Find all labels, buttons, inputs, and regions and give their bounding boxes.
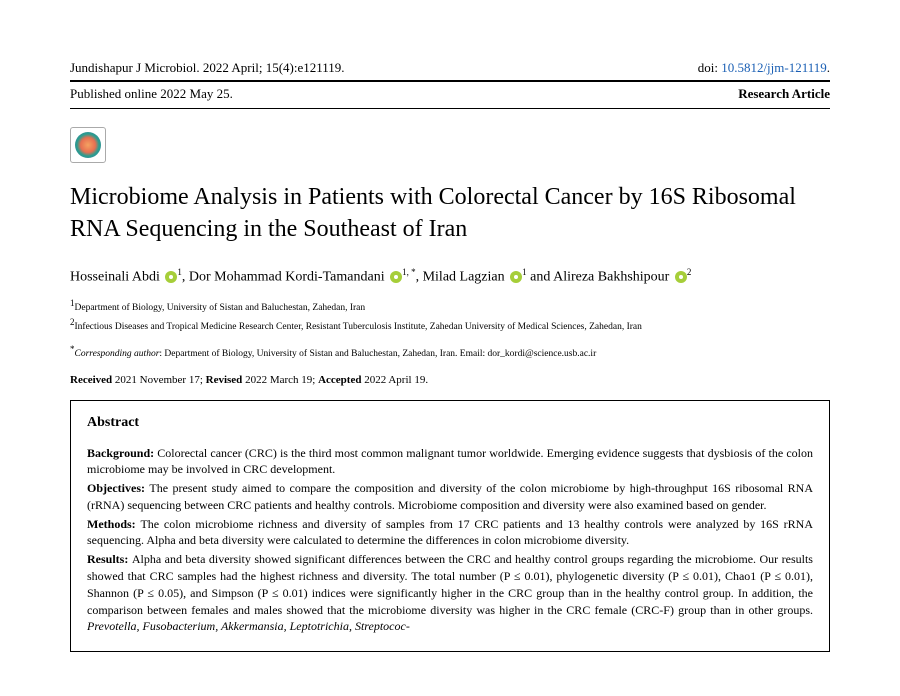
abstract-background: Background: Colorectal cancer (CRC) is t… (87, 445, 813, 479)
article-title: Microbiome Analysis in Patients with Col… (70, 181, 830, 246)
abstract-heading: Abstract (87, 415, 813, 431)
orcid-icon[interactable] (165, 271, 177, 283)
journal-citation: Jundishapur J Microbiol. 2022 April; 15(… (70, 60, 345, 76)
subheader-row: Published online 2022 May 25. Research A… (70, 82, 830, 109)
abstract-results: Results: Alpha and beta diversity showed… (87, 551, 813, 635)
article-type: Research Article (738, 86, 830, 102)
received-label: Received (70, 374, 112, 386)
affil-text-1: Department of Biology, University of Sis… (75, 304, 366, 314)
accepted-date: 2022 April 19. (361, 374, 428, 386)
results-taxa: Prevotella, Fusobacterium, Akkermansia, … (87, 619, 410, 633)
revised-date: 2022 March 19; (242, 374, 318, 386)
author-affil-sup-4: 2 (687, 267, 692, 277)
corresponding-label: Corresponding author (75, 350, 160, 360)
objectives-text: The present study aimed to compare the c… (87, 481, 813, 512)
doi-prefix: doi: (698, 60, 721, 75)
methods-text: The colon microbiome richness and divers… (87, 517, 813, 548)
article-dates: Received 2021 November 17; Revised 2022 … (70, 374, 830, 386)
affiliation-2: 2Infectious Diseases and Tropical Medici… (70, 316, 830, 334)
author-name-1: Hosseinali Abdi (70, 269, 160, 284)
received-date: 2021 November 17; (112, 374, 205, 386)
badge-inner-icon (75, 132, 101, 158)
results-text: Alpha and beta diversity showed signific… (87, 552, 813, 616)
abstract-objectives: Objectives: The present study aimed to c… (87, 480, 813, 514)
affiliation-list: 1Department of Biology, University of Si… (70, 297, 830, 334)
abstract-box: Abstract Background: Colorectal cancer (… (70, 400, 830, 653)
author-and: and (527, 269, 553, 284)
background-text: Colorectal cancer (CRC) is the third mos… (87, 446, 813, 477)
header-row: Jundishapur J Microbiol. 2022 April; 15(… (70, 60, 830, 82)
author-name-2: Dor Mohammad Kordi-Tamandani (189, 269, 385, 284)
badge-container (70, 127, 830, 163)
doi-suffix: . (827, 60, 830, 75)
revised-label: Revised (206, 374, 243, 386)
author-name-3: Milad Lagzian (423, 269, 505, 284)
author-list: Hosseinali Abdi 1, Dor Mohammad Kordi-Ta… (70, 266, 830, 288)
published-date: Published online 2022 May 25. (70, 86, 233, 102)
results-label: Results: (87, 552, 132, 566)
objectives-label: Objectives: (87, 481, 149, 495)
orcid-icon[interactable] (510, 271, 522, 283)
author-name-4: Alireza Bakhshipour (553, 269, 669, 284)
orcid-icon[interactable] (390, 271, 402, 283)
author-affil-sup-2: 1, * (402, 267, 416, 277)
doi-link[interactable]: 10.5812/jjm-121119 (721, 60, 827, 75)
orcid-icon[interactable] (675, 271, 687, 283)
corresponding-text: : Department of Biology, University of S… (159, 350, 596, 360)
corresponding-author: *Corresponding author: Department of Bio… (70, 344, 830, 359)
affiliation-1: 1Department of Biology, University of Si… (70, 297, 830, 315)
author-sep: , (416, 269, 423, 284)
abstract-methods: Methods: The colon microbiome richness a… (87, 516, 813, 550)
background-label: Background: (87, 446, 157, 460)
accepted-label: Accepted (318, 374, 361, 386)
doi-container: doi: 10.5812/jjm-121119. (698, 60, 830, 76)
affil-text-2: Infectious Diseases and Tropical Medicin… (75, 322, 642, 332)
methods-label: Methods: (87, 517, 140, 531)
journal-badge-icon[interactable] (70, 127, 106, 163)
author-sep: , (182, 269, 189, 284)
